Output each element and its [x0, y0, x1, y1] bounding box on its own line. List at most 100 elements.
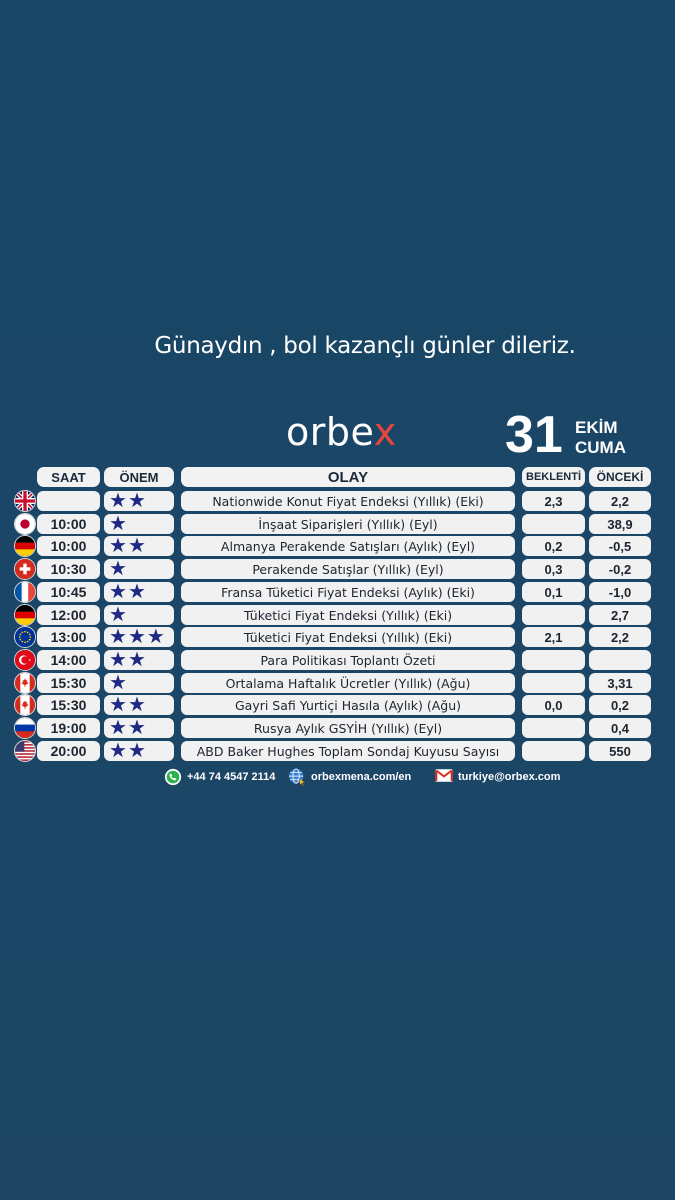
uk-flag-icon: [14, 490, 36, 512]
row-previous: 0,2: [589, 695, 651, 715]
row-expected: [522, 673, 585, 693]
row-expected: 0,1: [522, 582, 585, 602]
star-icon: ★: [127, 717, 146, 739]
russia-flag-icon: [14, 717, 36, 739]
row-previous: 550: [589, 741, 651, 761]
row-time: 10:30: [37, 559, 100, 579]
canada-flag-icon: [14, 672, 36, 694]
row-expected: 2,3: [522, 491, 585, 511]
footer-web[interactable]: orbexmena.com/en: [288, 768, 411, 787]
globe-icon: [288, 768, 306, 787]
row-previous: 38,9: [589, 514, 651, 534]
star-icon: ★: [109, 649, 127, 671]
star-icon: ★: [109, 626, 127, 648]
japan-flag-icon: [14, 513, 36, 535]
row-time: 10:00: [37, 536, 100, 556]
star-icon: ★: [109, 672, 127, 694]
row-previous: -0,2: [589, 559, 651, 579]
row-importance: ★ ★: [104, 741, 174, 761]
star-icon: ★: [127, 694, 146, 716]
orbex-logo: orbex: [286, 410, 397, 454]
star-icon: ★: [146, 626, 165, 648]
logo-accent-text: x: [373, 410, 397, 454]
row-event: ABD Baker Hughes Toplam Sondaj Kuyusu Sa…: [181, 741, 515, 761]
row-event: Rusya Aylık GSYİH (Yıllık) (Eyl): [181, 718, 515, 738]
header-event: OLAY: [181, 467, 515, 487]
date-month: EKİM: [575, 418, 618, 437]
row-importance: ★: [104, 559, 174, 579]
row-event: Almanya Perakende Satışları (Aylık) (Eyl…: [181, 536, 515, 556]
row-importance: ★ ★: [104, 695, 174, 715]
row-time: 15:30: [37, 673, 100, 693]
row-time: 13:00: [37, 627, 100, 647]
greeting-text: Günaydın , bol kazançlı günler dileriz.: [154, 333, 576, 359]
row-expected: [522, 718, 585, 738]
star-icon: ★: [127, 490, 146, 512]
row-previous: 2,7: [589, 605, 651, 625]
row-event: Gayri Safi Yurtiçi Hasıla (Aylık) (Ağu): [181, 695, 515, 715]
row-time: 20:00: [37, 741, 100, 761]
footer-phone[interactable]: +44 74 4547 2114: [164, 768, 275, 786]
usa-flag-icon: [14, 740, 36, 762]
france-flag-icon: [14, 581, 36, 603]
row-expected: [522, 514, 585, 534]
row-importance: ★ ★ ★: [104, 627, 174, 647]
row-importance: ★ ★: [104, 491, 174, 511]
row-previous: 0,4: [589, 718, 651, 738]
star-icon: ★: [109, 717, 127, 739]
star-icon: ★: [109, 740, 127, 762]
row-time: 10:45: [37, 582, 100, 602]
row-event: Ortalama Haftalık Ücretler (Yıllık) (Ağu…: [181, 673, 515, 693]
header-importance: ÖNEM: [104, 467, 174, 487]
row-previous: [589, 650, 651, 670]
row-previous: 3,31: [589, 673, 651, 693]
row-time: [37, 491, 100, 511]
star-icon: ★: [127, 581, 146, 603]
row-importance: ★ ★: [104, 536, 174, 556]
row-expected: 0,3: [522, 559, 585, 579]
canada-flag-icon: [14, 694, 36, 716]
whatsapp-icon: [164, 768, 182, 786]
row-importance: ★: [104, 514, 174, 534]
row-event: İnşaat Siparişleri (Yıllık) (Eyl): [181, 514, 515, 534]
row-expected: 2,1: [522, 627, 585, 647]
header-previous: ÖNCEKİ: [589, 467, 651, 487]
star-icon: ★: [109, 604, 127, 626]
row-event: Perakende Satışlar (Yıllık) (Eyl): [181, 559, 515, 579]
date-weekday: CUMA: [575, 438, 626, 457]
row-time: 15:30: [37, 695, 100, 715]
row-time: 14:00: [37, 650, 100, 670]
row-previous: 2,2: [589, 491, 651, 511]
star-icon: ★: [127, 740, 146, 762]
star-icon: ★: [109, 535, 127, 557]
row-previous: -0,5: [589, 536, 651, 556]
row-importance: ★ ★: [104, 582, 174, 602]
footer-mail[interactable]: turkiye@orbex.com: [435, 768, 560, 786]
eu-flag-icon: [14, 626, 36, 648]
logo-main-text: orbe: [286, 410, 374, 454]
row-time: 12:00: [37, 605, 100, 625]
mail-icon: [435, 768, 453, 786]
star-icon: ★: [127, 535, 146, 557]
row-importance: ★ ★: [104, 718, 174, 738]
star-icon: ★: [109, 581, 127, 603]
row-expected: [522, 605, 585, 625]
star-icon: ★: [109, 558, 127, 580]
row-importance: ★: [104, 673, 174, 693]
header-expected: BEKLENTİ: [522, 467, 585, 487]
row-event: Nationwide Konut Fiyat Endeksi (Yıllık) …: [181, 491, 515, 511]
row-previous: 2,2: [589, 627, 651, 647]
switzerland-flag-icon: [14, 558, 36, 580]
row-expected: [522, 741, 585, 761]
row-previous: -1,0: [589, 582, 651, 602]
row-event: Tüketici Fiyat Endeksi (Yıllık) (Eki): [181, 605, 515, 625]
header-time: SAAT: [37, 467, 100, 487]
row-importance: ★: [104, 605, 174, 625]
star-icon: ★: [109, 694, 127, 716]
star-icon: ★: [109, 490, 127, 512]
star-icon: ★: [127, 649, 146, 671]
footer-mail-text: turkiye@orbex.com: [458, 771, 561, 783]
star-icon: ★: [109, 513, 127, 535]
row-event: Para Politikası Toplantı Özeti: [181, 650, 515, 670]
footer-phone-text: +44 74 4547 2114: [187, 771, 276, 783]
